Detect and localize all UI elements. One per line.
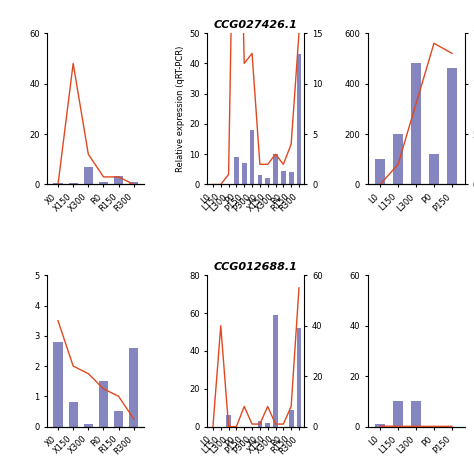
Bar xyxy=(54,183,63,184)
Bar xyxy=(297,55,301,184)
Bar xyxy=(257,175,262,184)
Bar xyxy=(447,68,457,184)
Bar xyxy=(129,348,138,427)
Bar xyxy=(297,328,301,427)
Bar xyxy=(392,134,403,184)
Y-axis label: Relative expression (qRT-PCR): Relative expression (qRT-PCR) xyxy=(176,46,185,172)
Bar xyxy=(129,182,138,184)
Bar xyxy=(410,64,421,184)
Bar xyxy=(234,157,239,184)
Bar xyxy=(69,183,78,184)
Bar xyxy=(257,421,262,427)
Bar xyxy=(281,171,286,184)
Bar xyxy=(375,424,385,427)
Bar xyxy=(69,402,78,427)
Bar xyxy=(428,154,439,184)
Bar xyxy=(265,423,270,427)
Title: CCG012688.1: CCG012688.1 xyxy=(214,262,298,272)
Bar xyxy=(242,164,246,184)
Bar xyxy=(265,178,270,184)
Bar xyxy=(250,130,255,184)
Bar xyxy=(54,342,63,427)
Bar xyxy=(289,410,293,427)
Bar xyxy=(273,315,278,427)
Bar xyxy=(99,381,108,427)
Bar xyxy=(392,401,403,427)
Title: CCG027426.1: CCG027426.1 xyxy=(214,19,298,29)
Bar xyxy=(84,424,93,427)
Bar xyxy=(226,415,231,427)
Bar xyxy=(375,159,385,184)
Bar xyxy=(410,401,421,427)
Bar xyxy=(289,173,293,184)
Bar xyxy=(273,154,278,184)
Bar xyxy=(114,411,123,427)
Bar xyxy=(99,182,108,184)
Bar xyxy=(114,176,123,184)
Bar xyxy=(84,167,93,184)
